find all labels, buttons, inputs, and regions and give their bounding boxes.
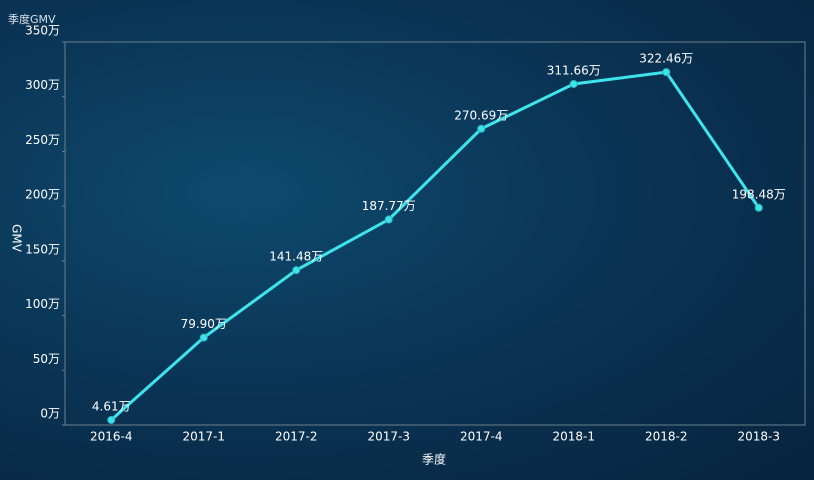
data-label: 4.61万 xyxy=(92,399,131,413)
y-tick-label: 300万 xyxy=(25,78,60,92)
y-tick-label: 100万 xyxy=(25,297,60,311)
data-label: 311.66万 xyxy=(547,63,601,77)
point xyxy=(199,333,208,342)
chart-title: 季度GMV xyxy=(8,12,56,26)
y-tick-label: 50万 xyxy=(33,352,60,366)
data-label: 322.46万 xyxy=(639,52,693,66)
x-tick-label: 2018-2 xyxy=(645,430,688,444)
x-tick-label: 2017-4 xyxy=(460,430,503,444)
y-tick-label: 250万 xyxy=(25,133,60,147)
data-label: 187.77万 xyxy=(362,199,416,213)
plot-frame xyxy=(64,41,806,426)
point xyxy=(384,215,393,224)
data-label: 79.90万 xyxy=(181,317,227,331)
x-tick-label: 2016-4 xyxy=(90,430,133,444)
point xyxy=(107,415,116,424)
x-tick-label: 2018-3 xyxy=(737,430,780,444)
y-tick-label: 200万 xyxy=(25,188,60,202)
y-tick-label: 0万 xyxy=(40,407,60,421)
point xyxy=(477,124,486,133)
y-axis-title: GMV xyxy=(10,224,24,253)
x-tick-label: 2017-3 xyxy=(367,430,410,444)
data-label: 270.69万 xyxy=(454,108,508,122)
data-label: 141.48万 xyxy=(269,250,323,264)
point xyxy=(754,203,763,212)
line xyxy=(110,70,760,422)
data-label: 198.48万 xyxy=(732,187,786,201)
y-tick-label: 350万 xyxy=(25,24,60,38)
point xyxy=(662,68,671,77)
x-axis-title: 季度 xyxy=(422,452,446,467)
x-tick-label: 2017-2 xyxy=(275,430,318,444)
y-tick-label: 150万 xyxy=(25,242,60,256)
x-tick-label: 2017-1 xyxy=(182,430,225,444)
point xyxy=(569,79,578,88)
x-tick-label: 2018-1 xyxy=(552,430,595,444)
point xyxy=(292,266,301,275)
